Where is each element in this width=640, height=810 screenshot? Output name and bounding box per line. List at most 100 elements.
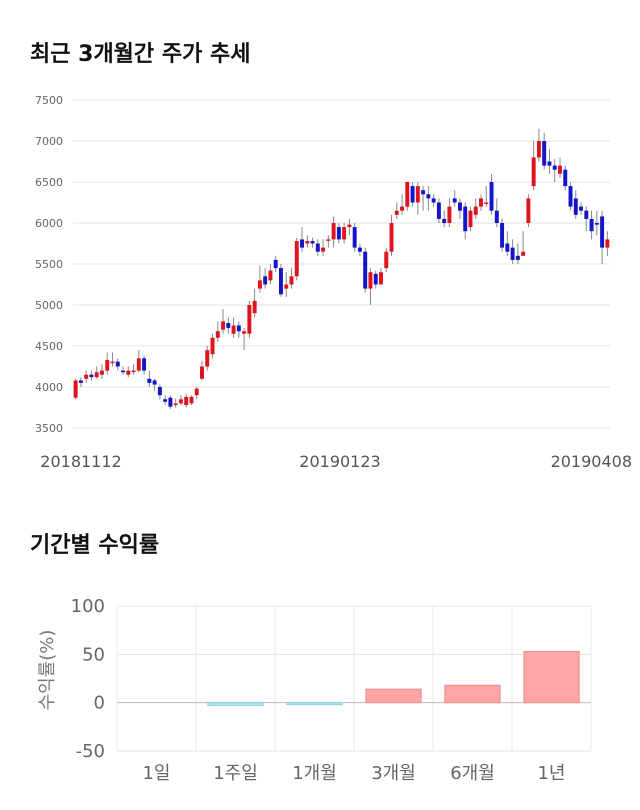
- returns-y-tick-label: 100: [71, 596, 105, 617]
- candle: [521, 231, 526, 256]
- candle: [384, 247, 389, 273]
- candle: [131, 364, 136, 375]
- candle: [247, 300, 252, 338]
- price-y-tick-label: 5000: [35, 299, 63, 312]
- price-chart-title: 최근 3개월간 주가 추세: [30, 42, 251, 67]
- candle: [389, 214, 394, 256]
- candle-body-up: [242, 331, 247, 334]
- candle-body-down: [300, 239, 304, 248]
- candle-body-up: [558, 165, 562, 174]
- candle-body-up: [257, 280, 262, 289]
- candle: [321, 239, 326, 256]
- candle: [142, 355, 147, 375]
- candle: [289, 268, 294, 289]
- candle-body-down: [442, 218, 447, 223]
- candle: [379, 268, 383, 285]
- candle-body-down: [168, 397, 173, 407]
- candle: [305, 235, 310, 248]
- candle: [515, 243, 520, 264]
- candle: [552, 159, 557, 182]
- candle-body-up: [605, 239, 610, 248]
- candle: [163, 395, 168, 406]
- candle: [242, 327, 247, 351]
- price-x-tick-label: 20181112: [40, 452, 121, 471]
- candle-body-up: [231, 325, 236, 334]
- candle-body-up: [99, 370, 104, 375]
- candle-body-down: [78, 380, 83, 383]
- candle: [505, 231, 510, 256]
- candle-body-up: [189, 396, 194, 404]
- candle-body-up: [268, 270, 273, 281]
- candle: [347, 218, 352, 236]
- candle-body-up: [305, 241, 310, 244]
- candle-body-up: [342, 227, 347, 240]
- candle-body-up: [384, 251, 389, 269]
- candle: [431, 194, 436, 207]
- candle: [78, 377, 83, 387]
- candle-body-up: [347, 224, 352, 228]
- candle-body-down: [452, 198, 457, 203]
- candle-body-up: [294, 241, 299, 277]
- candle: [121, 366, 125, 375]
- candle-body-up: [326, 239, 331, 241]
- candle-body-down: [352, 227, 357, 248]
- candle-body-down: [568, 186, 573, 207]
- price-y-tick-label: 4000: [35, 381, 63, 394]
- candle-body-up: [521, 251, 526, 256]
- candle: [352, 223, 357, 252]
- candle: [484, 186, 489, 207]
- candle-body-down: [463, 206, 468, 232]
- candle: [526, 194, 531, 228]
- candle: [584, 206, 589, 232]
- candle-body-down: [357, 247, 362, 252]
- candle-body-up: [131, 370, 136, 373]
- returns-y-tick-label: 0: [94, 693, 105, 714]
- candle-body-down: [589, 218, 594, 232]
- candle: [452, 190, 457, 207]
- candle-body-down: [552, 165, 557, 170]
- returns-bar: [365, 688, 422, 704]
- candle: [226, 317, 231, 334]
- candle-body-up: [194, 388, 199, 396]
- candle-body-up: [84, 374, 89, 379]
- candle-body-up: [105, 359, 110, 371]
- candle-body-down: [410, 186, 415, 203]
- candle-body-up: [73, 380, 78, 398]
- candle-body-up: [126, 370, 131, 375]
- candle: [73, 378, 78, 400]
- price-x-tick-label: 20190408: [551, 452, 632, 471]
- candle: [331, 216, 336, 248]
- candle: [394, 202, 399, 219]
- candle-body-up: [379, 272, 383, 285]
- candle-body-up: [94, 372, 99, 378]
- candle: [136, 350, 141, 373]
- candle-body-down: [310, 241, 315, 244]
- candle: [252, 288, 257, 318]
- candle: [89, 370, 94, 381]
- candle-body-down: [236, 325, 241, 332]
- candle: [442, 210, 447, 228]
- candle-body-up: [526, 198, 531, 223]
- candle-body-up: [252, 300, 257, 314]
- price-y-tick-label: 6000: [35, 217, 63, 230]
- candle-body-down: [515, 255, 520, 260]
- candle-body-down: [457, 202, 462, 211]
- price-y-tick-label: 7500: [35, 94, 63, 107]
- candle-body-up: [136, 358, 141, 371]
- returns-bar: [286, 702, 343, 706]
- candle-body-up: [173, 403, 178, 406]
- candle: [110, 352, 115, 367]
- candle-body-down: [426, 194, 431, 199]
- candle: [315, 239, 320, 256]
- candle-body-down: [505, 243, 510, 252]
- candle: [531, 141, 536, 191]
- candle: [268, 264, 273, 285]
- returns-bar-chart: -50 0 50 100 1일 1주일 1개월 3개월 6개월 1년 수익률(%): [37, 596, 592, 784]
- candle-body-up: [284, 284, 289, 289]
- candle: [126, 366, 131, 378]
- returns-chart-title: 기간별 수익률: [30, 533, 160, 558]
- candle-body-up: [405, 182, 410, 207]
- candle: [310, 237, 315, 248]
- candle-body-up: [447, 206, 452, 223]
- candle-body-down: [436, 202, 441, 219]
